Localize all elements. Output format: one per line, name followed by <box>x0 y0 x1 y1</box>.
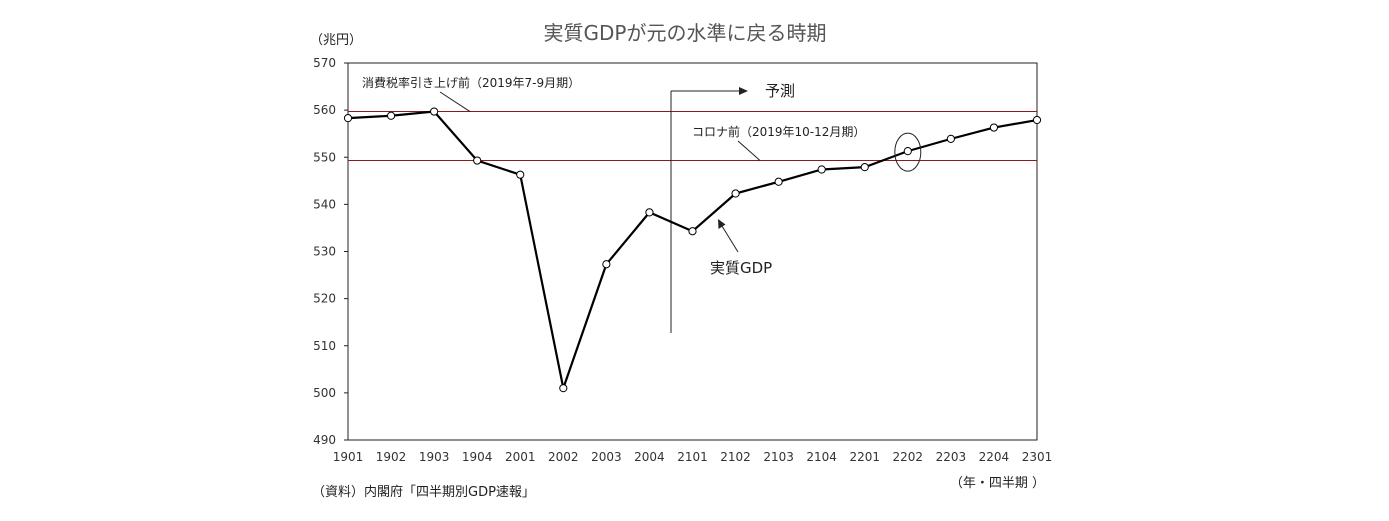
series-label-arrowhead <box>718 219 726 229</box>
y-tick-label: 510 <box>313 339 336 353</box>
data-point <box>817 165 826 174</box>
data-point <box>731 189 740 198</box>
y-tick-label: 520 <box>313 292 336 306</box>
forecast-marker: 予測 <box>670 82 795 333</box>
annotations: 実質GDP <box>710 132 922 277</box>
data-point <box>989 123 999 132</box>
data-point <box>559 384 568 393</box>
forecast-arrowhead <box>739 87 748 95</box>
data-point <box>386 111 396 120</box>
x-tick-label: 2101 <box>677 450 708 464</box>
chart-title: 実質GDPが元の水準に戻る時期 <box>544 21 827 45</box>
data-point <box>903 147 912 156</box>
reference-leader <box>737 140 761 161</box>
data-point <box>516 170 525 179</box>
data-point <box>343 114 353 123</box>
x-tick-label: 2301 <box>1022 450 1053 464</box>
y-tick-label: 570 <box>313 56 336 70</box>
x-tick-label: 2203 <box>936 450 967 464</box>
x-tick-label: 1901 <box>333 450 364 464</box>
y-unit-label: （兆円） <box>310 33 362 48</box>
reference-leader <box>439 91 471 112</box>
x-tick-label: 2103 <box>763 450 794 464</box>
x-tick-label: 1903 <box>419 450 450 464</box>
x-tick-label: 1904 <box>462 450 493 464</box>
highlight-ellipse <box>894 132 922 172</box>
data-point <box>602 260 611 269</box>
x-tick-label: 2002 <box>548 450 579 464</box>
x-tick-label: 2003 <box>591 450 622 464</box>
y-tick-label: 500 <box>313 386 336 400</box>
series-label-leader <box>721 225 739 253</box>
x-tick-label: 1902 <box>376 450 407 464</box>
reference-label: コロナ前（2019年10-12月期） <box>692 124 865 139</box>
data-point <box>645 208 654 217</box>
y-tick-label: 550 <box>313 150 336 164</box>
reference-lines: 消費税率引き上げ前（2019年7-9月期） コロナ前（2019年10-12月期） <box>348 75 1037 162</box>
series-line <box>347 110 1038 393</box>
source-note: （資料）内閣府「四半期別GDP速報」 <box>312 484 535 500</box>
x-tick-label: 2204 <box>979 450 1010 464</box>
x-tick-label: 2004 <box>634 450 665 464</box>
data-point <box>946 134 955 143</box>
plot-area <box>347 62 1038 441</box>
data-point <box>688 227 697 236</box>
forecast-label: 予測 <box>765 82 795 100</box>
y-tick-label: 560 <box>313 103 336 117</box>
y-axis-ticks: 570 560 550 540 530 520 510 500 490 <box>313 56 348 447</box>
y-tick-label: 530 <box>313 245 336 259</box>
reference-label: 消費税率引き上げ前（2019年7-9月期） <box>362 75 580 90</box>
y-tick-label: 490 <box>313 433 336 447</box>
x-tick-label: 2104 <box>806 450 837 464</box>
data-point <box>774 177 783 186</box>
data-point <box>860 163 869 172</box>
x-unit-label: （年・四半期 ） <box>950 476 1045 491</box>
y-tick-label: 540 <box>313 197 336 211</box>
x-axis-ticks: 1901 1902 1903 1904 2001 2002 2003 2004 2101 2102… <box>333 450 1053 464</box>
data-point <box>430 107 439 116</box>
series-layer <box>343 107 1042 393</box>
data-point <box>473 156 482 165</box>
x-tick-label: 2201 <box>849 450 880 464</box>
x-tick-label: 2202 <box>893 450 924 464</box>
x-tick-label: 2001 <box>505 450 536 464</box>
series-label: 実質GDP <box>710 259 772 277</box>
x-tick-label: 2102 <box>720 450 751 464</box>
data-point <box>1032 115 1042 125</box>
